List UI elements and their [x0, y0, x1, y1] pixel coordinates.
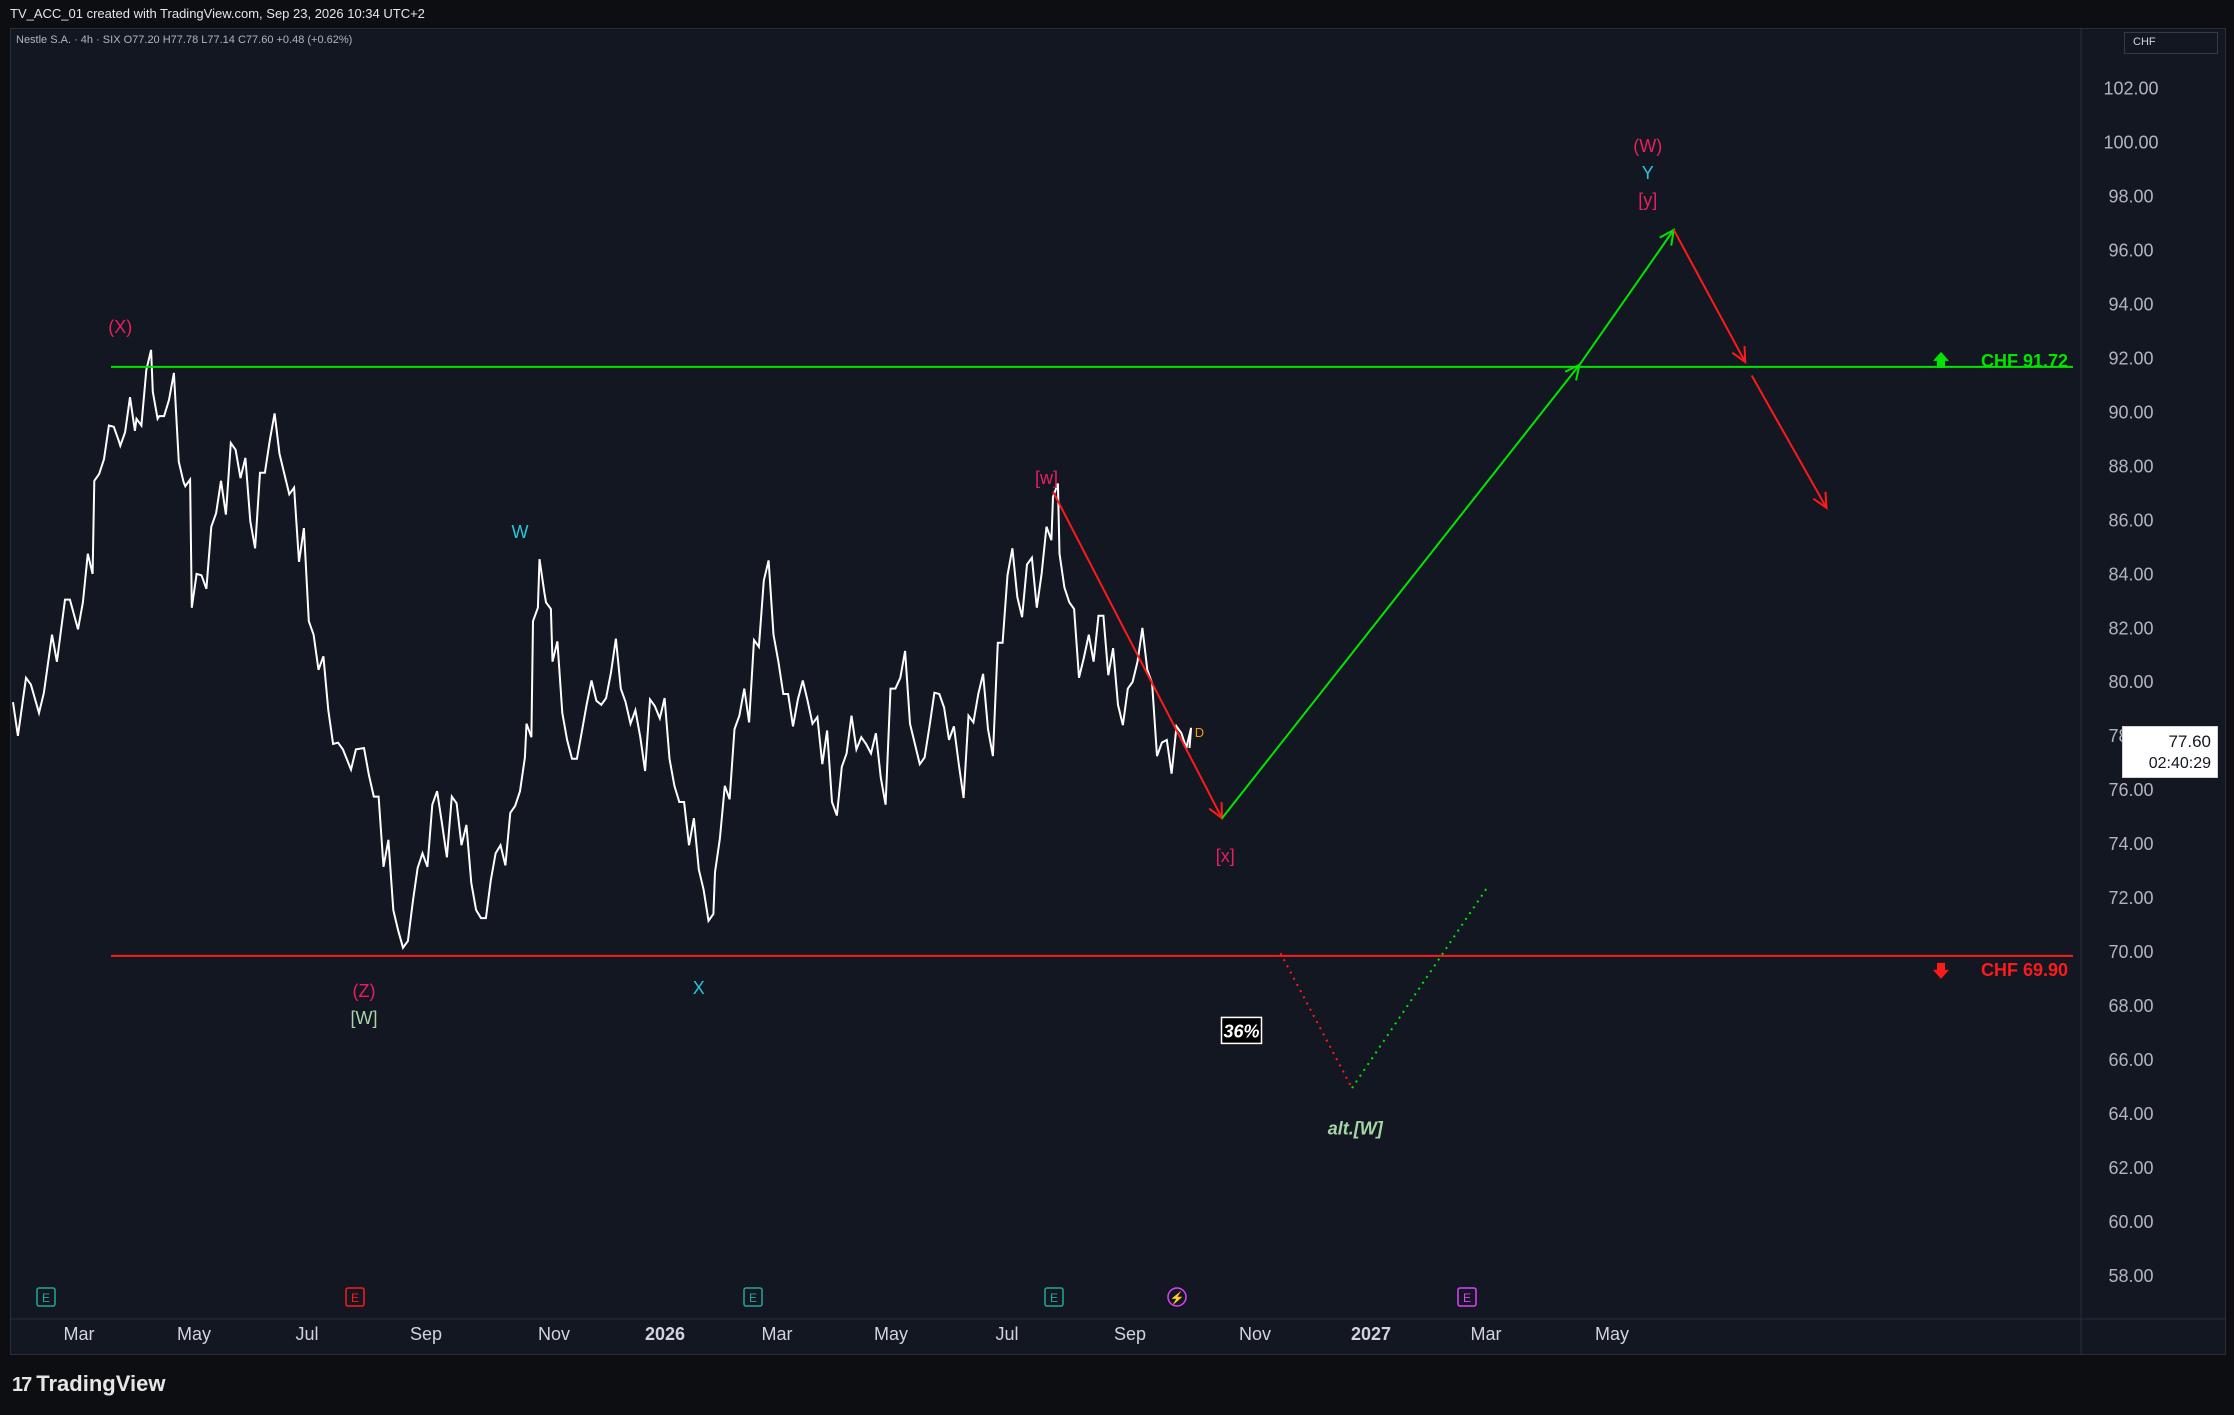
y-tick-label: 60.00 [2108, 1212, 2153, 1232]
up-arrow-icon [1933, 351, 1949, 368]
projection-arrowhead [1208, 802, 1224, 821]
event-icon: ⚡ [1170, 1291, 1185, 1305]
projection-segment [1221, 364, 1581, 819]
wave-label: [W] [351, 1008, 378, 1028]
symbol-legend: Nestle S.A. · 4h · SIX O77.20 H77.78 L77… [16, 34, 353, 46]
y-tick-label: 84.00 [2108, 564, 2153, 584]
y-tick-label: 58.00 [2108, 1266, 2153, 1286]
x-tick-label: Mar [64, 1324, 95, 1344]
down-arrow-icon [1933, 962, 1949, 979]
chart-svg[interactable]: 102.00 100.00 98.00 96.00 94.00 92.00 90.00 88.… [11, 29, 2225, 1354]
y-tick-label: 100.00 [2103, 132, 2158, 152]
y-tick-label: 92.00 [2108, 348, 2153, 368]
x-tick-label: Jul [295, 1324, 318, 1344]
y-tick-label: 72.00 [2108, 888, 2153, 908]
x-tick-label: Jul [995, 1324, 1018, 1344]
y-tick-label: 86.00 [2108, 510, 2153, 530]
tv-logo-icon: 17 [12, 1374, 32, 1396]
x-tick-label: 2027 [1351, 1324, 1391, 1344]
y-tick-label: 102.00 [2103, 78, 2158, 98]
x-tick-label: Mar [762, 1324, 793, 1344]
y-tick-label: 82.00 [2108, 618, 2153, 638]
projection-arrowhead [1812, 491, 1828, 510]
event-box [743, 1287, 763, 1307]
event-icon: E [749, 1291, 757, 1305]
wave-label: (X) [108, 317, 132, 337]
y-tick-label: 76.00 [2108, 780, 2153, 800]
event-icon: E [351, 1291, 359, 1305]
projection-segment [1578, 229, 1675, 366]
top-caption-bar: TV_ACC_01 created with TradingView.com, … [0, 0, 2234, 28]
level-label: CHF 91.72 [1981, 351, 2068, 371]
y-tick-label: 70.00 [2108, 942, 2153, 962]
wave-label: alt.[W] [1328, 1119, 1384, 1139]
wave-label: (W) [1633, 136, 1662, 156]
y-tick-label: 74.00 [2108, 834, 2153, 854]
y-tick-label: 94.00 [2108, 294, 2153, 314]
x-tick-label: 2026 [645, 1324, 685, 1344]
percent-box [1220, 1016, 1263, 1045]
last-price-value: 77.60 [2168, 732, 2211, 751]
event-box [36, 1287, 56, 1307]
wave-label: 36% [1223, 1021, 1259, 1041]
x-tick-label: Nov [1239, 1324, 1271, 1344]
bar-countdown: 02:40:29 [2148, 755, 2211, 772]
x-tick-label: Mar [1471, 1324, 1502, 1344]
level-label: CHF 69.90 [1981, 960, 2068, 980]
x-tick-label: May [874, 1324, 908, 1344]
x-tick-label: Nov [538, 1324, 570, 1344]
event-icon: E [42, 1291, 50, 1305]
chart-pane[interactable]: 102.00 100.00 98.00 96.00 94.00 92.00 90.00 88.… [10, 28, 2226, 1355]
event-icon: E [1463, 1291, 1471, 1305]
y-tick-label: 62.00 [2108, 1158, 2153, 1178]
y-tick-label: 66.00 [2108, 1050, 2153, 1070]
wave-label: Y [1642, 163, 1654, 183]
dividend-marker: D [1195, 725, 1204, 740]
projection-segment [1750, 375, 1828, 509]
projection-segment [1351, 885, 1490, 1089]
wave-label: [x] [1216, 846, 1235, 866]
y-tick-label: 64.00 [2108, 1104, 2153, 1124]
event-icon: E [1050, 1291, 1058, 1305]
y-tick-label: 90.00 [2108, 402, 2153, 422]
y-tick-label: 96.00 [2108, 240, 2153, 260]
last-price-label: 77.60 02:40:29 [2122, 726, 2218, 778]
event-box [1457, 1287, 1477, 1307]
created-caption: TV_ACC_01 created with TradingView.com, … [10, 6, 425, 21]
wave-label: X [693, 978, 705, 998]
x-tick-label: Sep [410, 1324, 442, 1344]
projection-segment [1279, 952, 1353, 1089]
y-tick-label: 80.00 [2108, 672, 2153, 692]
wave-label: (Z) [353, 981, 376, 1001]
brand-name: TradingView [36, 1371, 166, 1396]
projection-arrowhead [1731, 346, 1747, 365]
y-tick-label: 68.00 [2108, 996, 2153, 1016]
projection-segment [1052, 491, 1223, 819]
wave-label: W [512, 522, 529, 542]
footer-bar: 17 TradingView [0, 1355, 2234, 1415]
projection-segment [1672, 229, 1747, 363]
event-box [1044, 1287, 1064, 1307]
price-series-line [12, 349, 1193, 950]
x-tick-label: Sep [1114, 1324, 1146, 1344]
event-box [345, 1287, 365, 1307]
x-tick-label: May [1595, 1324, 1629, 1344]
x-tick-label: May [177, 1324, 211, 1344]
y-tick-label: 88.00 [2108, 456, 2153, 476]
y-tick-label: 98.00 [2108, 186, 2153, 206]
currency-selector[interactable]: CHF [2124, 32, 2218, 54]
event-circle [1167, 1287, 1187, 1307]
wave-label: [w] [1035, 468, 1058, 488]
wave-label: [y] [1638, 190, 1657, 210]
tradingview-logo[interactable]: 17 TradingView [12, 1371, 165, 1397]
